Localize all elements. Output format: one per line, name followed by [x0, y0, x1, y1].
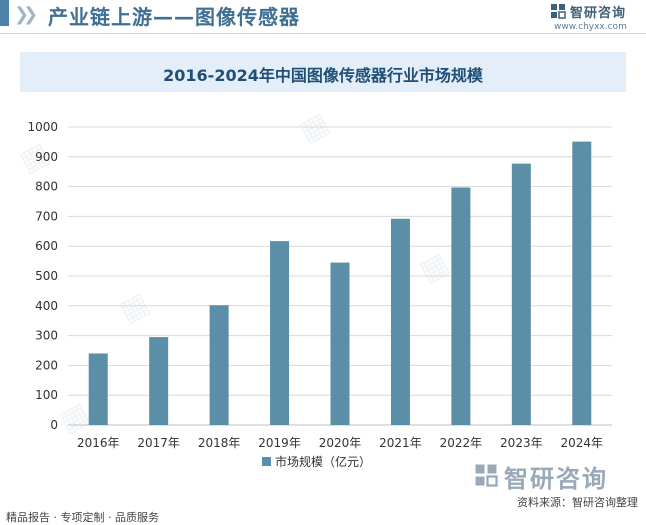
logo-url: www.chyxx.com	[554, 22, 627, 32]
logo-icon	[551, 4, 566, 19]
chart-title: 2016-2024年中国图像传感器行业市场规模	[163, 66, 483, 85]
header-accent-bar	[0, 0, 9, 26]
y-tick-label: 0	[50, 418, 58, 432]
source-note: 资料来源：智研咨询整理	[517, 496, 638, 509]
page-header: ❯❯ 产业链上游——图像传感器 智研咨询 www.chyxx.com	[0, 0, 646, 38]
footer-logo-name: 智研咨询	[504, 465, 608, 493]
y-tick-label: 100	[35, 388, 58, 402]
y-tick-label: 600	[35, 239, 58, 253]
x-tick-label: 2022年	[440, 436, 483, 450]
y-tick-label: 900	[35, 150, 58, 164]
x-tick-label: 2023年	[500, 436, 543, 450]
x-tick-label: 2024年	[561, 436, 604, 450]
x-tick-label: 2018年	[198, 436, 241, 450]
legend-label: 市场规模（亿元）	[275, 454, 371, 469]
bar	[330, 262, 350, 425]
y-tick-label: 400	[35, 299, 58, 313]
y-tick-label: 800	[35, 180, 58, 194]
logo-icon	[475, 464, 498, 487]
bar	[270, 241, 290, 425]
bar	[390, 218, 410, 425]
y-tick-label: 1000	[27, 120, 58, 134]
chart-title-box: 2016-2024年中国图像传感器行业市场规模	[20, 52, 626, 92]
page-title: 产业链上游——图像传感器	[48, 5, 300, 29]
footer-logo: 智研咨询	[474, 459, 634, 493]
bar	[88, 353, 108, 425]
logo-name: 智研咨询	[570, 6, 627, 21]
legend-swatch	[262, 457, 271, 466]
y-tick-label: 700	[35, 209, 58, 223]
footer-slogan: 精品报告 · 专项定制 · 品质服务	[6, 511, 159, 524]
x-tick-label: 2016年	[77, 436, 120, 450]
y-tick-label: 200	[35, 358, 58, 372]
y-tick-label: 500	[35, 269, 58, 283]
header-divider	[0, 33, 646, 34]
bar	[209, 305, 229, 425]
x-tick-label: 2021年	[379, 436, 422, 450]
bar	[149, 337, 169, 425]
y-tick-label: 300	[35, 329, 58, 343]
brand-logo: 智研咨询 www.chyxx.com	[550, 3, 640, 35]
bar	[511, 163, 531, 426]
x-tick-label: 2017年	[137, 436, 180, 450]
x-tick-label: 2020年	[319, 436, 362, 450]
x-tick-label: 2019年	[258, 436, 301, 450]
bar	[572, 141, 592, 426]
bar	[451, 187, 471, 425]
